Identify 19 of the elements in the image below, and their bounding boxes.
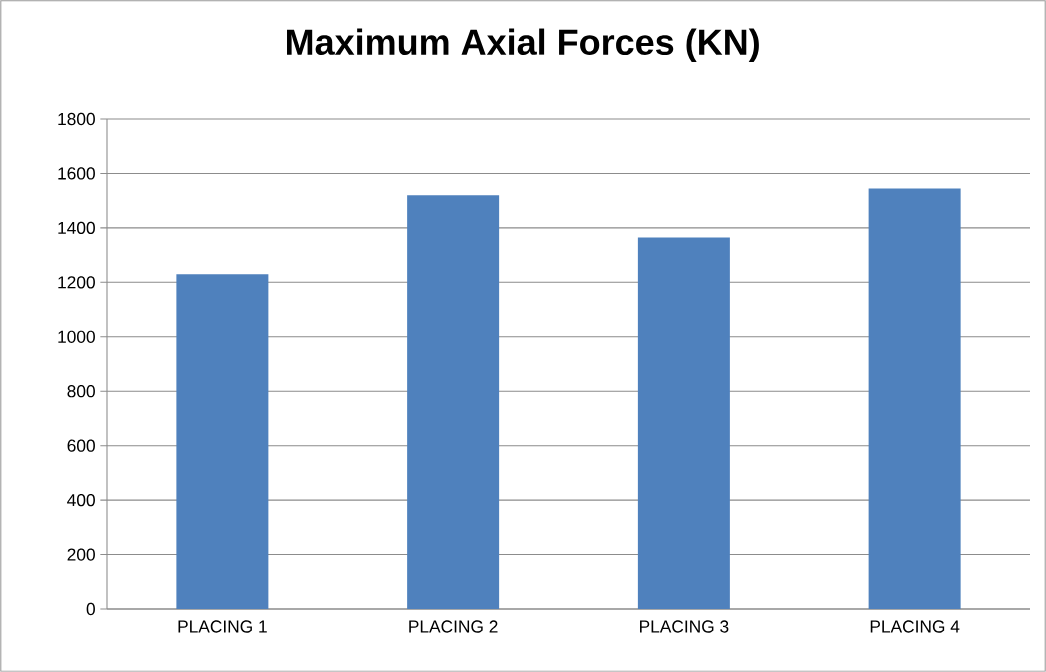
y-tick-label: 800 [67, 385, 95, 398]
y-tick-label: 1800 [58, 112, 95, 126]
x-tick-label: PLACING 1 [178, 620, 267, 633]
y-tick-label: 1600 [58, 167, 95, 180]
x-tick-label: PLACING 4 [870, 620, 960, 633]
y-tick-label: 200 [67, 548, 95, 561]
y-tick-label: 0 [86, 602, 95, 616]
bar [407, 195, 500, 609]
x-tick-label: PLACING 2 [409, 620, 498, 633]
chart-title: Maximum Axial Forces (KN) [287, 28, 759, 63]
x-tick-label: PLACING 3 [640, 620, 729, 633]
y-tick-label: 1400 [58, 221, 95, 235]
y-tick-label: 1200 [58, 276, 95, 289]
bar [868, 188, 961, 609]
bar [637, 237, 730, 609]
y-tick-label: 1000 [58, 330, 95, 343]
y-tick-label: 400 [67, 493, 95, 507]
bar [176, 274, 269, 609]
y-tick-label: 600 [67, 439, 95, 452]
